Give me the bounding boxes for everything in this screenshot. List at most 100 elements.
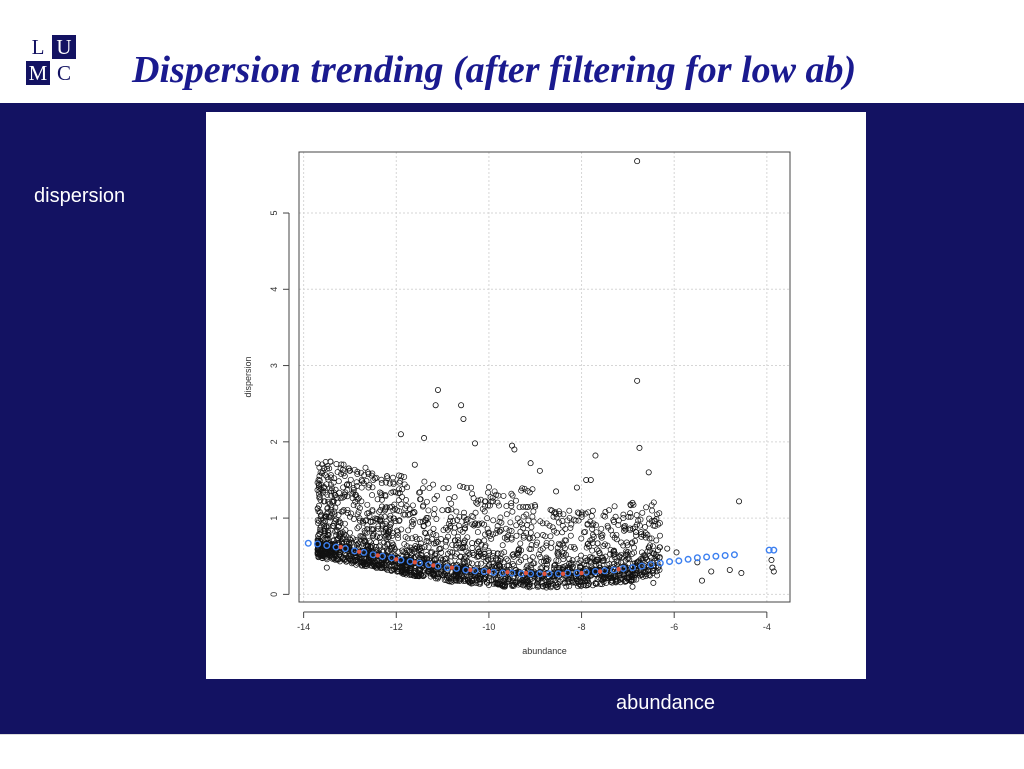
cloud-point [350,516,357,522]
cloud-point [548,539,555,546]
cloud-point [402,505,409,512]
cloud-point [393,564,400,571]
cloud-point [636,522,643,529]
cloud-point [399,486,406,493]
cloud-point [364,501,371,508]
cloud-point [516,504,523,511]
cloud-point [378,492,385,499]
cloud-point [580,582,587,589]
cloud-point [508,528,515,534]
cloud-point [449,541,456,548]
cloud-point [323,510,330,517]
outer-x-label: abundance [616,692,715,714]
cloud-point [547,584,554,591]
data-point [587,476,594,483]
fitted-point [388,554,396,562]
cloud-point [416,543,423,550]
cloud-point [338,554,345,560]
logo-letter-c: C [52,61,76,85]
cloud-point [437,556,444,563]
cloud-point [414,552,421,559]
cloud-point [650,499,657,506]
cloud-point [346,513,353,520]
cloud-point [395,535,402,542]
cloud-point [600,512,607,519]
cloud-point [574,509,581,516]
cloud-point [505,557,511,564]
fitted-point [341,545,349,553]
cloud-point [399,569,405,576]
cloud-point [368,472,375,479]
cloud-point [384,475,391,482]
cloud-point [369,533,376,540]
cloud-point [476,553,482,560]
cloud-point [469,490,476,497]
cloud-point [583,544,590,551]
cloud-point [451,529,458,536]
cloud-point [593,556,600,563]
data-point [434,386,441,393]
cloud-point [523,529,530,536]
data-point [553,488,560,495]
cloud-point [567,543,574,550]
cloud-point [543,564,550,571]
cloud-point [444,526,451,533]
data-point [698,577,705,584]
grid-lines [299,152,790,602]
cloud-point [615,522,622,529]
cloud-point [441,571,448,577]
cloud-point [463,484,470,491]
cloud-point [615,559,622,566]
cloud-point [373,474,380,481]
cloud-point [475,497,481,504]
cloud-point [550,513,557,520]
cloud-point [410,517,417,523]
cloud-point [481,537,488,544]
cloud-point [526,535,533,542]
cloud-point [542,533,549,540]
data-point [583,476,590,483]
cloud-point [604,574,611,581]
cloud-point [528,542,535,549]
cloud-point [316,494,323,501]
cloud-point [494,550,501,557]
cloud-point [369,518,376,525]
cloud-point [644,548,651,555]
cloud-point [638,531,645,538]
cloud-point [599,557,606,564]
data-point [460,415,467,422]
cloud-point [486,561,493,568]
trend-point [394,557,399,562]
fitted-point [647,561,655,569]
cloud-point [378,490,385,497]
cloud-point [463,519,470,526]
cloud-point [653,537,660,544]
cloud-point [417,561,424,568]
cloud-point [451,494,458,501]
cloud-point [314,460,321,467]
cloud-point [403,497,409,503]
cloud-point [566,507,573,514]
cloud-point [546,522,553,529]
cloud-point [475,538,482,545]
cloud-point [555,519,562,526]
cloud-point [463,548,470,555]
lumc-logo: L U M C [26,35,78,87]
cloud-point [548,507,555,514]
cloud-point [356,556,363,562]
cloud-point [654,572,661,579]
cloud-point [356,505,363,512]
cloud-point [411,548,418,555]
cloud-point [631,549,637,556]
data-point [726,566,733,573]
cloud-point [609,577,616,584]
cloud-point [491,488,498,495]
cloud-point [445,520,452,527]
cloud-point [647,572,653,579]
slide-title: Dispersion trending (after filtering for… [132,49,857,91]
cloud-point [323,513,330,520]
cloud-point [439,507,446,514]
cloud-point [598,573,605,580]
cloud-point [507,519,514,526]
y-axis-title: dispersion [243,356,253,397]
